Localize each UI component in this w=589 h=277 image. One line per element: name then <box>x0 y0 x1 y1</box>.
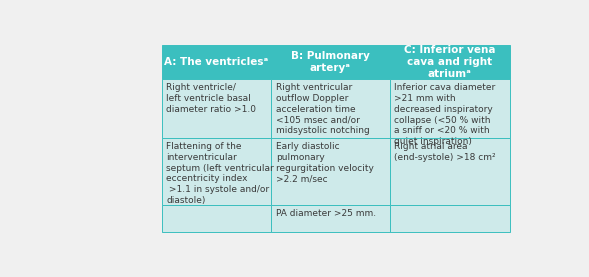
FancyBboxPatch shape <box>162 206 272 232</box>
FancyBboxPatch shape <box>389 79 509 138</box>
FancyBboxPatch shape <box>162 45 272 79</box>
Text: Early diastolic
pulmonary
regurgitation velocity
>2.2 m/sec: Early diastolic pulmonary regurgitation … <box>276 142 374 183</box>
Text: B: Pulmonary
arteryᵃ: B: Pulmonary arteryᵃ <box>291 51 370 73</box>
FancyBboxPatch shape <box>272 206 389 232</box>
Text: Right atrial area
(end-systole) >18 cm²: Right atrial area (end-systole) >18 cm² <box>394 142 496 162</box>
Text: C: Inferior vena
cava and right
atriumᵃ: C: Inferior vena cava and right atriumᵃ <box>404 45 495 79</box>
FancyBboxPatch shape <box>272 45 389 79</box>
FancyBboxPatch shape <box>272 138 389 206</box>
Text: Inferior cava diameter
>21 mm with
decreased inspiratory
collapse (<50 % with
a : Inferior cava diameter >21 mm with decre… <box>394 83 495 146</box>
Text: A: The ventriclesᵃ: A: The ventriclesᵃ <box>164 57 269 67</box>
Text: Right ventricular
outflow Doppler
acceleration time
<105 msec and/or
midsystolic: Right ventricular outflow Doppler accele… <box>276 83 370 135</box>
Text: PA diameter >25 mm.: PA diameter >25 mm. <box>276 209 376 218</box>
FancyBboxPatch shape <box>389 45 509 79</box>
FancyBboxPatch shape <box>389 206 509 232</box>
FancyBboxPatch shape <box>162 138 272 206</box>
FancyBboxPatch shape <box>272 79 389 138</box>
FancyBboxPatch shape <box>162 79 272 138</box>
FancyBboxPatch shape <box>389 138 509 206</box>
Text: Flattening of the
interventricular
septum (left ventricular
eccentricity index
 : Flattening of the interventricular septu… <box>166 142 274 205</box>
Text: Right ventricle/
left ventricle basal
diameter ratio >1.0: Right ventricle/ left ventricle basal di… <box>166 83 256 114</box>
